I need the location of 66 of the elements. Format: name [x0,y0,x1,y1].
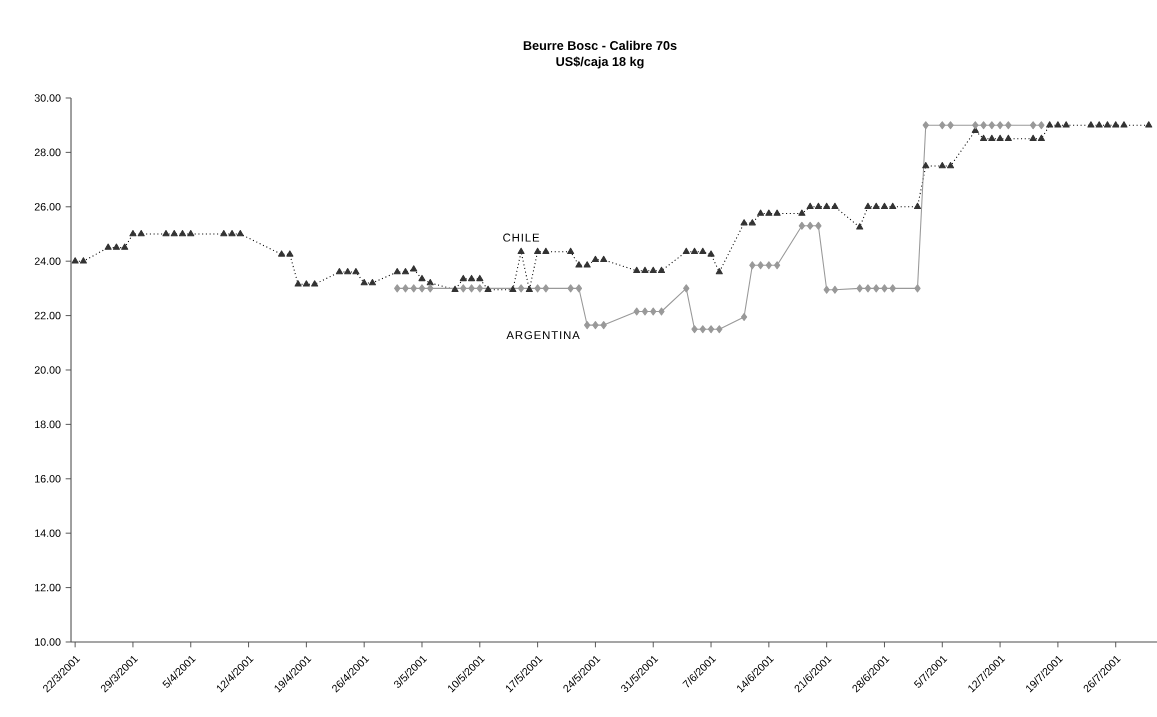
point [542,284,550,293]
point [972,121,979,130]
point [831,285,839,294]
point [468,284,475,293]
y-tick-label: 20.00 [34,366,61,374]
point [394,284,401,293]
point [600,321,607,330]
y-tick-label: 14.00 [35,529,61,537]
point [427,284,434,293]
point [856,284,863,293]
y-tick-label: 26.00 [34,203,61,211]
point [575,284,583,293]
point [815,221,822,230]
y-tick-label: 22.00 [34,311,61,320]
point [749,261,756,270]
point [765,261,772,270]
point [939,121,946,130]
chart-title: Beurre Bosc - Calibre 70s [523,40,677,50]
chart-subtitle: US$/caja 18 kg [556,56,644,69]
point [410,284,417,293]
series-label: ARGENTINA [506,331,580,340]
y-tick-label: 28.00 [34,148,61,157]
point [584,321,591,330]
point [988,121,995,130]
point [881,284,888,293]
point [418,284,426,293]
point [716,325,723,334]
point [873,284,880,293]
point [947,121,954,130]
point [807,221,814,230]
y-tick-label: 30.00 [34,94,61,102]
point [650,307,657,316]
point [633,307,640,316]
point [922,121,929,130]
point [889,284,896,293]
point [980,121,987,130]
point [592,321,599,330]
point [658,307,665,316]
point [707,325,715,334]
point [1029,121,1037,130]
point [691,325,698,334]
point [699,325,706,334]
point [402,284,409,293]
point [773,261,781,270]
point [641,307,649,316]
point [534,284,541,293]
y-tick-label: 10.00 [35,638,61,646]
point [914,284,921,293]
point [476,284,483,293]
point [517,284,525,293]
point [460,284,467,293]
series-label: CHILE [503,233,540,242]
point [864,284,872,293]
point [1038,121,1045,130]
point [683,284,690,293]
point [740,312,748,321]
point [757,261,764,270]
point [1005,121,1012,130]
y-tick-label: 24.00 [34,257,61,265]
y-tick-label: 12.00 [35,583,61,592]
y-tick-label: 16.00 [35,475,61,483]
point [567,284,574,293]
point [823,285,830,294]
y-tick-label: 18.00 [35,420,61,429]
point [798,221,806,230]
point [996,121,1004,130]
